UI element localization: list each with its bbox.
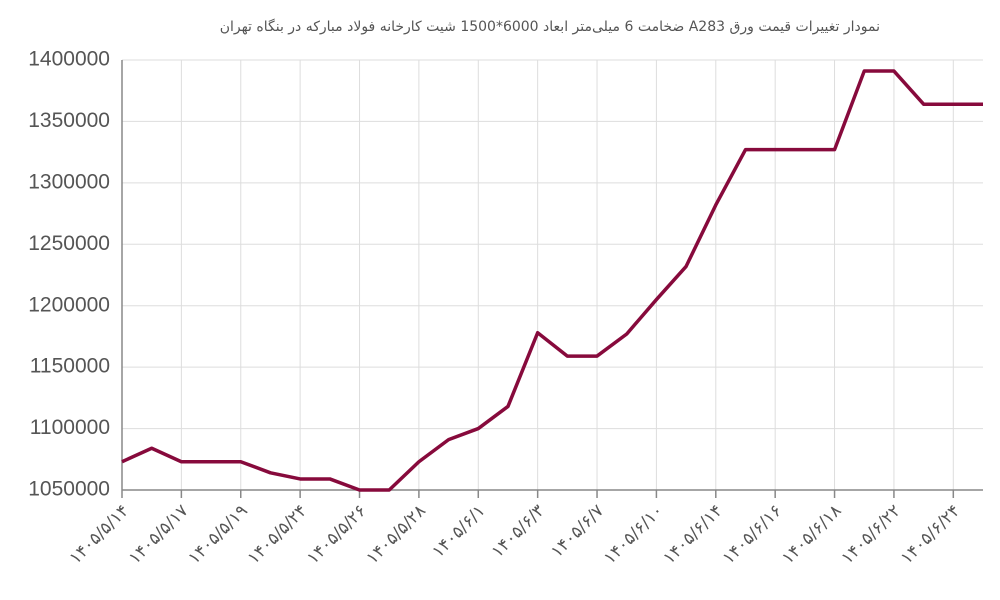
- x-tick-label: ۱۴۰۵/۶/۳: [488, 501, 549, 562]
- x-tick-label: ۱۴۰۵/۶/۲۲: [838, 501, 905, 568]
- x-tick-label: ۱۴۰۵/۶/۱۰: [600, 501, 667, 568]
- y-tick-label: 1150000: [30, 355, 110, 378]
- x-tick-label: ۱۴۰۵/۶/۱۸: [778, 501, 845, 568]
- y-tick-label: 1050000: [28, 478, 110, 501]
- x-tick-label: ۱۴۰۵/۵/۲۶: [303, 501, 370, 568]
- y-tick-label: 1250000: [28, 232, 110, 255]
- data-line: [121, 69, 983, 492]
- x-tick-label: ۱۴۰۵/۶/۲۴: [897, 501, 964, 568]
- x-tick-label: ۱۴۰۵/۶/۱۶: [719, 501, 786, 568]
- x-tick-label: ۱۴۰۵/۶/۱: [428, 501, 489, 562]
- x-tick-label: ۱۴۰۵/۵/۲۴: [244, 501, 311, 568]
- x-tick-label: ۱۴۰۵/۵/۱۴: [66, 501, 133, 568]
- y-tick-label: 1200000: [28, 293, 110, 316]
- x-tick-label: ۱۴۰۵/۶/۷: [547, 501, 608, 562]
- x-tick-label: ۱۴۰۵/۵/۲۸: [363, 501, 430, 568]
- y-tick-label: 1350000: [28, 109, 110, 132]
- x-tick-label: ۱۴۰۵/۵/۱۹: [184, 501, 251, 568]
- y-tick-label: 1400000: [28, 48, 110, 71]
- x-tick-label: ۱۴۰۵/۶/۱۴: [659, 501, 726, 568]
- y-tick-label: 1300000: [28, 170, 110, 193]
- y-tick-label: 1100000: [30, 416, 110, 439]
- chart-title: نمودار تغییرات قیمت ورق A283 ضخامت 6 میل…: [220, 18, 880, 35]
- x-tick-label: ۱۴۰۵/۵/۱۷: [125, 501, 192, 568]
